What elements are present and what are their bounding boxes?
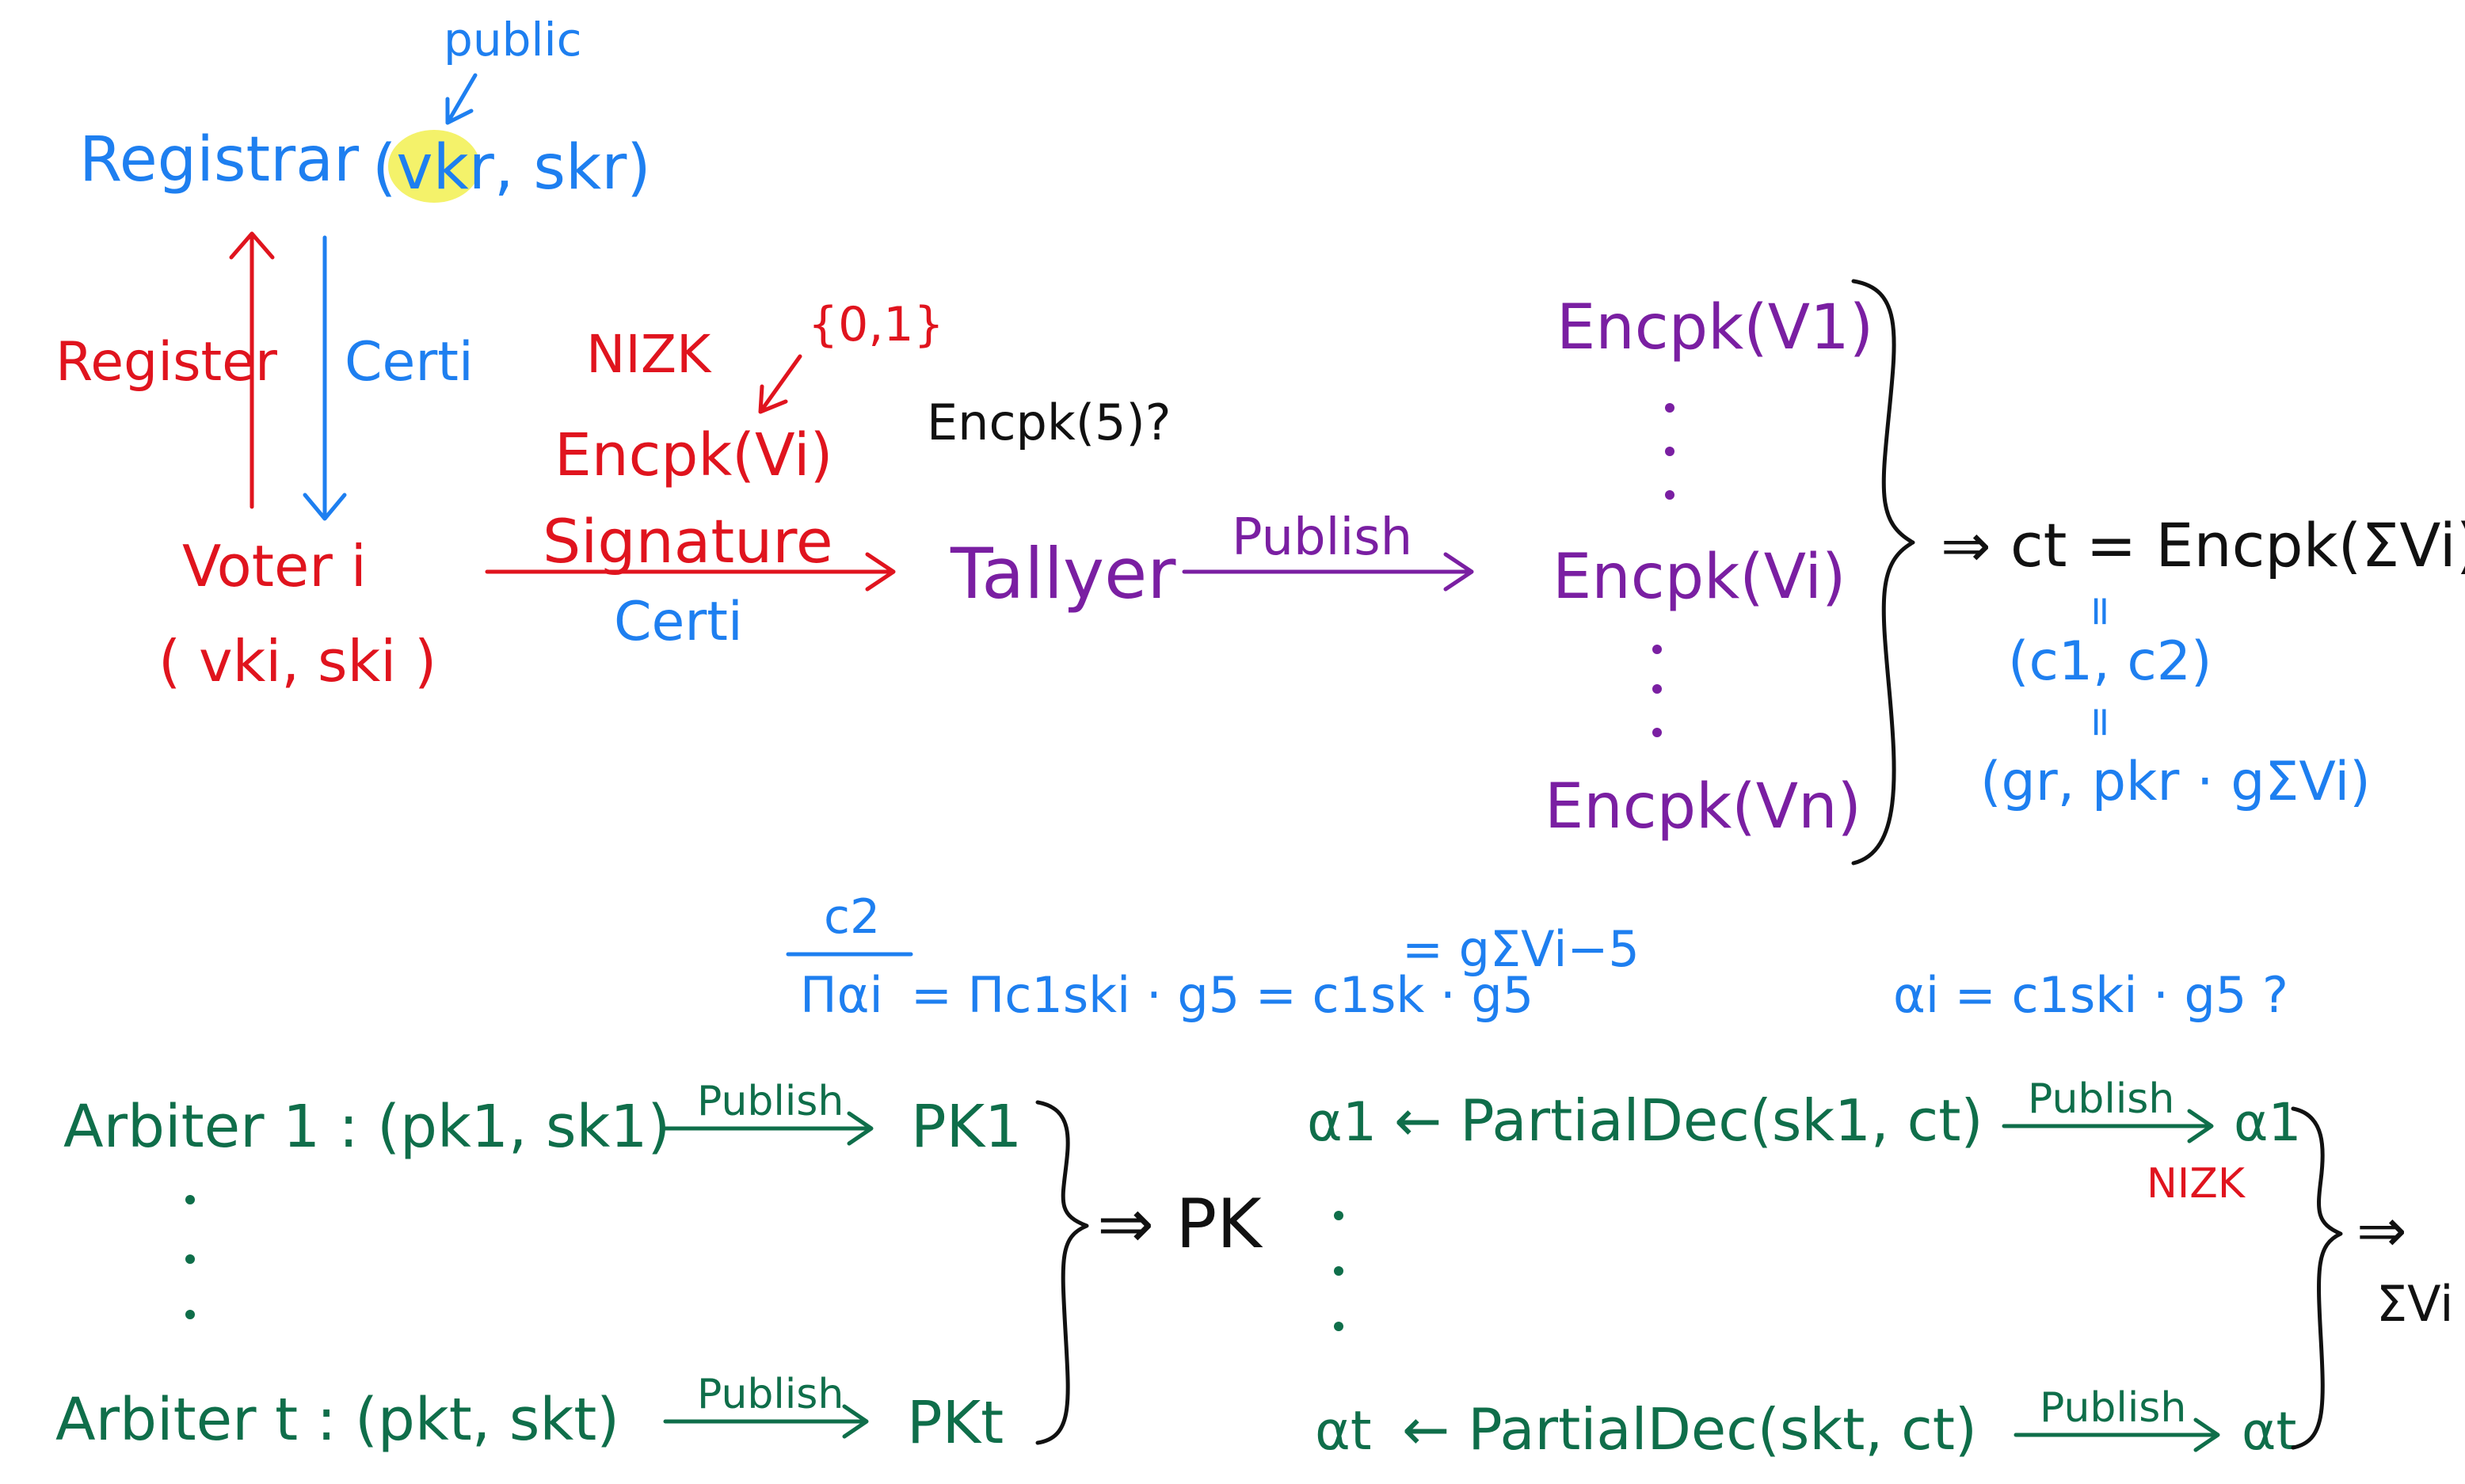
- final-arrow: ⇒: [2356, 1195, 2407, 1265]
- right-equation: = gΣVi−5: [1402, 920, 1640, 978]
- partial-dec-first: ← PartialDec(sk1, ct): [1394, 1087, 1983, 1154]
- combined-pk: ⇒ PK: [1097, 1185, 1263, 1264]
- bits-label: {0,1}: [808, 297, 944, 352]
- cipher-brace: [1851, 279, 1915, 866]
- pk-first: PK1: [911, 1093, 1022, 1161]
- arbiter-brace: [1035, 1100, 1089, 1445]
- voter-keys: ( vki, ski ): [158, 628, 436, 694]
- fraction-numerator: c2: [824, 889, 880, 945]
- arbiter-last-arrowhead: [842, 1404, 869, 1439]
- cipher-middle: Encpk(Vi): [1553, 542, 1846, 613]
- ct-pair: (c1, c2): [2008, 630, 2212, 693]
- tallyer-name: Tallyer: [950, 533, 1176, 615]
- public-note: public: [444, 13, 582, 67]
- partial-dec-last: ← PartialDec(skt, ct): [1402, 1396, 1977, 1463]
- partial-publish-first: Publish: [2028, 1075, 2174, 1123]
- dot: [1665, 403, 1674, 413]
- registrar-keys: (vkr, skr): [372, 132, 651, 204]
- partial-publish-last: Publish: [2040, 1384, 2186, 1432]
- register-label: Register: [55, 331, 277, 394]
- ct-result: ⇒ ct = Encpk(ΣVi): [1941, 510, 2465, 580]
- certi-arrowhead: [303, 493, 347, 521]
- main-equation: = Πc1ski · g5 = c1sk · g5: [911, 966, 1533, 1024]
- nizk-label: NIZK: [586, 324, 712, 385]
- dot: [1665, 447, 1674, 456]
- dot: [1652, 728, 1662, 737]
- dot: [1652, 684, 1662, 694]
- tallyer-publish: Publish: [1232, 508, 1412, 567]
- dot: [1334, 1322, 1343, 1331]
- arbiter-last-publish: Publish: [697, 1371, 844, 1418]
- public-key-highlight: [388, 130, 480, 203]
- enc-vote: Encpk(Vi): [554, 421, 832, 489]
- dot: [185, 1310, 195, 1319]
- eq-sign-2: =: [2077, 705, 2124, 740]
- partial-nizk: NIZK: [2147, 1160, 2246, 1208]
- alpha-equation: αi = c1ski · g5 ?: [1893, 966, 2288, 1024]
- arbiter-first: Arbiter 1 : (pk1, sk1): [63, 1093, 670, 1161]
- partial-alpha-last: αt: [1315, 1400, 1372, 1463]
- partial-out-last: αt: [2242, 1401, 2296, 1462]
- certi-under: Certi: [614, 591, 743, 653]
- enc5-question: Encpk(5)?: [927, 394, 1172, 451]
- dot: [1334, 1211, 1343, 1220]
- voter-name: Voter i: [182, 533, 367, 599]
- public-arrow: [445, 73, 478, 125]
- partial-alpha-first: α1: [1307, 1091, 1377, 1154]
- arbiter-first-arrowhead: [847, 1111, 874, 1146]
- fraction-denominator: Παi: [800, 966, 883, 1024]
- nizk-arrow: [758, 354, 802, 414]
- partial-brace: [2291, 1106, 2343, 1450]
- register-arrowhead: [229, 231, 275, 260]
- arbiter-first-publish: Publish: [697, 1078, 844, 1125]
- final-sum: ΣVi: [2376, 1275, 2453, 1333]
- registrar-label: Registrar: [79, 124, 360, 196]
- dot: [1665, 490, 1674, 500]
- arbiter-last: Arbiter t : (pkt, skt): [55, 1386, 619, 1454]
- voter-send-arrowhead: [865, 552, 896, 592]
- partial-out-first: α1: [2234, 1092, 2302, 1153]
- cipher-last: Encpk(Vn): [1545, 771, 1861, 843]
- signature-label: Signature: [543, 506, 833, 576]
- dot: [1652, 645, 1662, 654]
- dot: [1334, 1266, 1343, 1276]
- eq-sign-1: =: [2077, 594, 2124, 629]
- tallyer-publish-arrowhead: [1443, 552, 1474, 592]
- cipher-first: Encpk(V1): [1556, 292, 1873, 363]
- ct-expanded: (gr, pkr · gΣVi): [1980, 751, 2371, 813]
- partial-publish-last-arrowhead: [2193, 1417, 2220, 1452]
- certi-label: Certi: [345, 331, 474, 394]
- dot: [185, 1195, 195, 1204]
- pk-last: PKt: [907, 1389, 1004, 1457]
- dot: [185, 1254, 195, 1264]
- partial-publish-first-arrowhead: [2187, 1109, 2214, 1143]
